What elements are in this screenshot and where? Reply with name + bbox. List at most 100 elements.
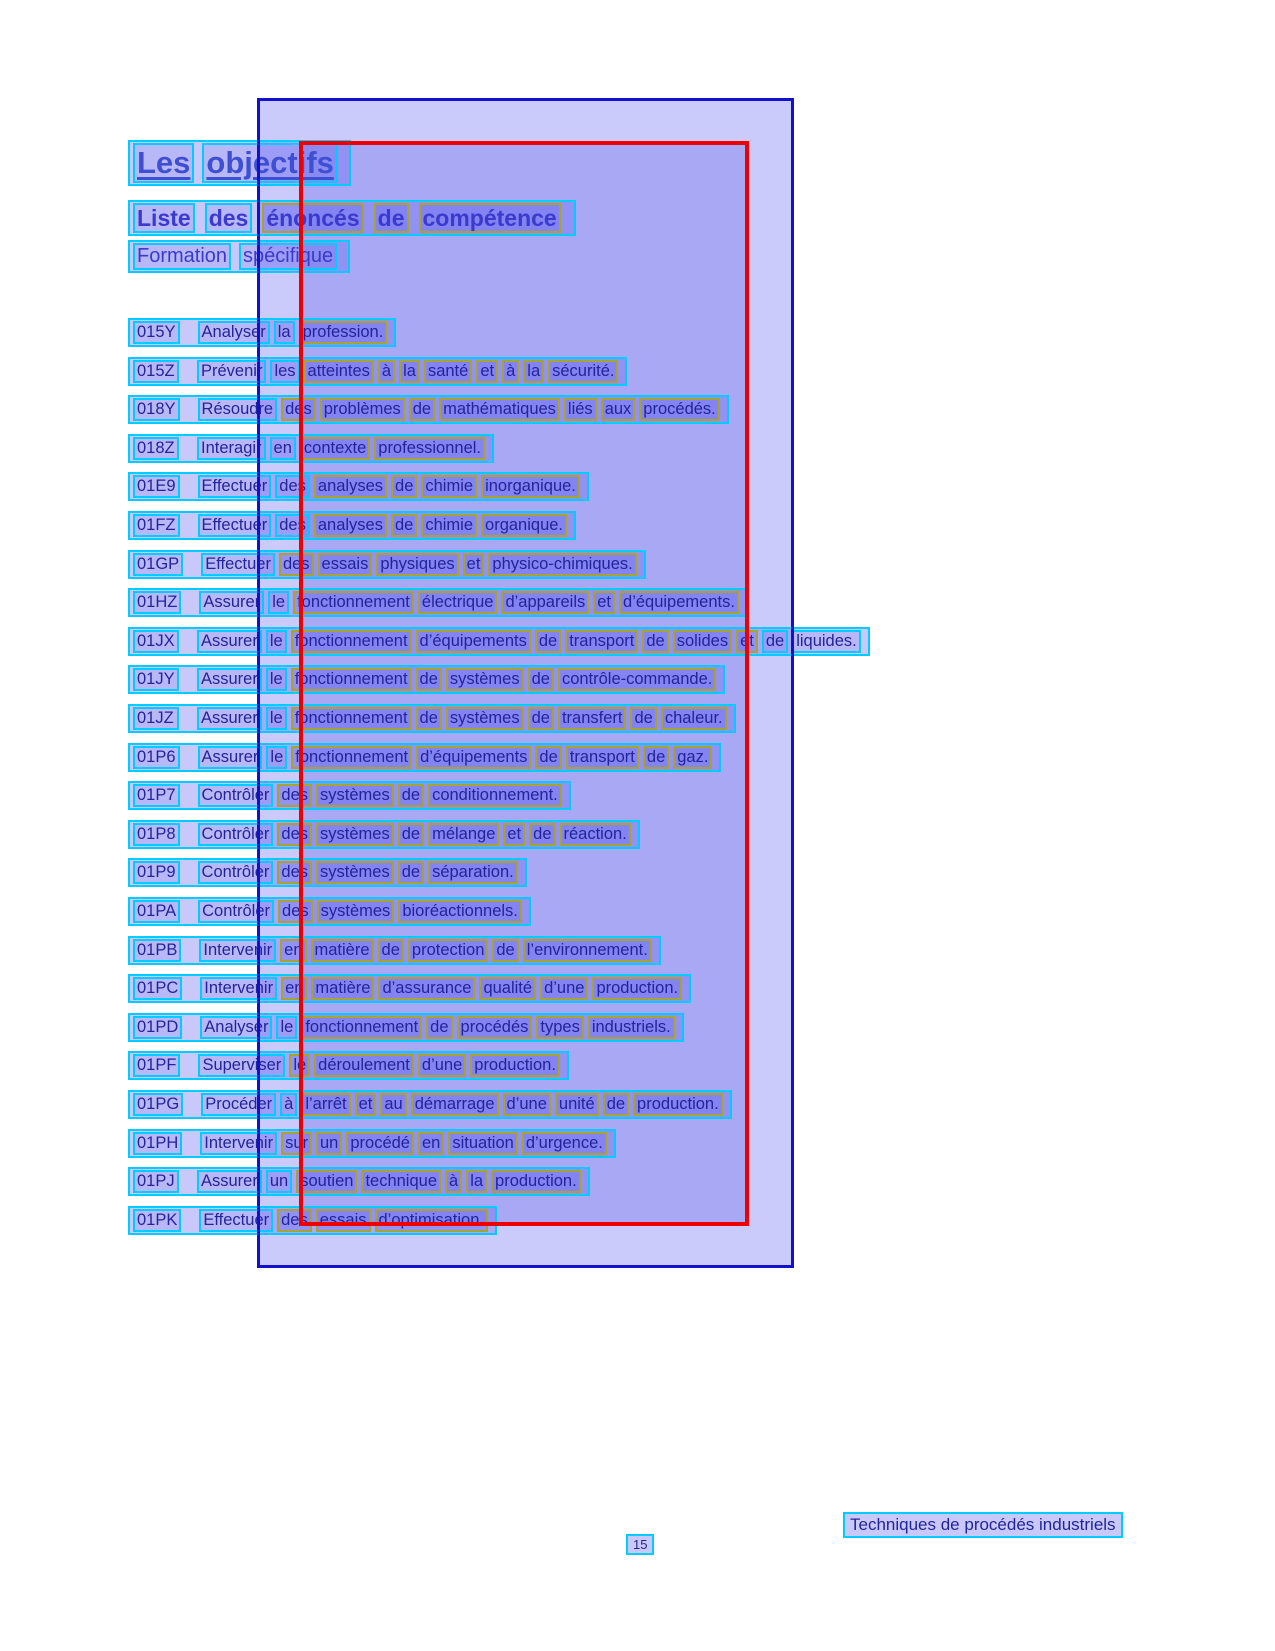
word-box: de — [426, 1015, 453, 1039]
item-code: 01P8 — [133, 822, 180, 846]
word-box: liés — [563, 398, 597, 422]
list-item: 01PJ Assurer un soutien technique à la product… — [128, 1167, 590, 1197]
word-box: de — [642, 629, 669, 653]
item-code: 01P9 — [133, 861, 180, 885]
item-code: 01FZ — [133, 514, 180, 537]
word-box: Contrôler — [198, 900, 275, 923]
item-words: Assurer le fonctionnement électrique d’appar… — [199, 591, 743, 615]
word-box: les — [270, 359, 300, 383]
word-box: aux — [600, 398, 636, 422]
item-words: Procéder à l’arrêt et au démarrage d’une unité d… — [201, 1093, 726, 1116]
item-code: 01JY — [133, 668, 179, 692]
word-box: analyses — [313, 475, 388, 499]
word-box: de — [529, 822, 556, 846]
word-box: d’une — [502, 1093, 551, 1116]
list-item: 01P9 Contrôler des systèmes de séparation. — [128, 858, 527, 888]
word-box: sécurité. — [548, 359, 619, 383]
word-box: un — [265, 1170, 293, 1194]
word-box: analyses — [313, 514, 387, 537]
word-box: de — [397, 784, 425, 808]
list-item: 01PK Effectuer des essais d’optimisation. — [128, 1205, 497, 1235]
list-item: 01GP Effectuer des essais physiques et physic… — [128, 549, 646, 579]
word-box: la — [523, 359, 545, 383]
word-box: profession. — [298, 321, 388, 344]
word-box: transport — [565, 745, 639, 769]
word-box: et — [503, 822, 526, 846]
word-box: contrôle-commande. — [557, 668, 717, 692]
footer-text: Techniques de procédés industriels — [843, 1512, 1123, 1538]
word-box: Superviser — [198, 1054, 286, 1078]
item-words: Contrôler des systèmes de séparation. — [197, 861, 522, 885]
word-box: Formation — [133, 243, 232, 270]
word-box: objectifs — [202, 143, 338, 183]
list-item: 018Y Résoudre des problèmes de mathématiques… — [128, 395, 729, 425]
footer-program-label: Techniques de procédés industriels — [850, 1515, 1116, 1534]
word-box: des — [281, 398, 316, 422]
word-box: Contrôler — [197, 822, 274, 846]
word-box: d’une — [540, 977, 589, 1001]
item-code: 01PH — [133, 1131, 183, 1155]
item-code: 01JZ — [133, 707, 179, 730]
item-words: Assurer un soutien technique à la production. — [197, 1170, 585, 1194]
heading-formation: Formation spécifique — [128, 240, 351, 273]
word-box: technique — [361, 1170, 441, 1194]
word-box: systèmes — [445, 668, 524, 692]
word-box: de — [397, 822, 425, 846]
word-box: types — [536, 1015, 584, 1039]
item-code: 01PB — [133, 938, 182, 962]
word-box: la — [273, 321, 295, 344]
word-box: à — [377, 359, 396, 383]
word-box: Les — [133, 143, 195, 183]
word-box: physico-chimiques. — [488, 552, 637, 576]
page-title: Les objectifs — [128, 140, 351, 186]
item-words: Superviser le déroulement d’une production. — [198, 1054, 563, 1078]
item-code: 01PA — [133, 900, 181, 923]
list-item: 01JY Assurer le fonctionnement de systèmes de… — [128, 665, 726, 695]
word-box: systèmes — [316, 900, 395, 923]
word-box: à — [445, 1170, 463, 1194]
word-box: électrique — [417, 591, 498, 615]
word-box: bioréactionnels. — [398, 900, 522, 923]
word-box: mathématiques — [439, 398, 560, 422]
word-box: un — [315, 1131, 343, 1155]
word-box: procédés. — [639, 398, 720, 422]
item-words: Assurer le fonctionnement d’équipements de tr… — [197, 629, 865, 653]
item-code: 015Z — [133, 359, 179, 383]
word-box: et — [354, 1093, 377, 1116]
word-box: production. — [491, 1170, 581, 1194]
word-box: réaction. — [559, 822, 631, 846]
list-item: 01PF Superviser le déroulement d’une product… — [128, 1051, 569, 1081]
word-box: de — [761, 629, 789, 653]
item-code: 01P7 — [133, 784, 180, 808]
word-box: fonctionnement — [290, 629, 412, 653]
page-region-box — [257, 98, 794, 1268]
word-box: de — [373, 203, 409, 234]
word-box: situation — [448, 1131, 518, 1155]
word-box: de — [415, 707, 442, 730]
word-box: et — [462, 552, 485, 576]
word-box: le — [265, 668, 287, 692]
word-box: physiques — [376, 552, 459, 576]
word-box: Assurer — [197, 707, 262, 730]
list-item: 01P7 Contrôler des systèmes de conditionneme… — [128, 781, 571, 811]
word-box: des — [277, 1208, 312, 1232]
word-box: Effectuer — [201, 552, 275, 576]
word-box: d’équipements — [416, 745, 532, 769]
list-item: 015Y Analyser la profession. — [128, 318, 397, 347]
word-box: soutien — [296, 1170, 358, 1194]
item-words: Intervenir en matière de protection de l’envir… — [199, 938, 655, 962]
word-box: de — [390, 514, 418, 537]
word-box: la — [399, 359, 420, 383]
list-item: 01PD Analyser le fonctionnement de procédés t… — [128, 1012, 684, 1042]
word-box: Effectuer — [197, 514, 272, 537]
item-code: 01HZ — [133, 591, 182, 615]
word-box: de — [642, 745, 670, 769]
word-box: Assurer — [197, 1170, 262, 1194]
word-box: de — [492, 938, 519, 962]
word-box: la — [466, 1170, 488, 1194]
heading-competences: Liste des énoncés de compétence — [128, 200, 576, 237]
word-box: et — [593, 591, 616, 615]
word-box: de — [391, 475, 418, 499]
word-box: unité — [554, 1093, 599, 1116]
